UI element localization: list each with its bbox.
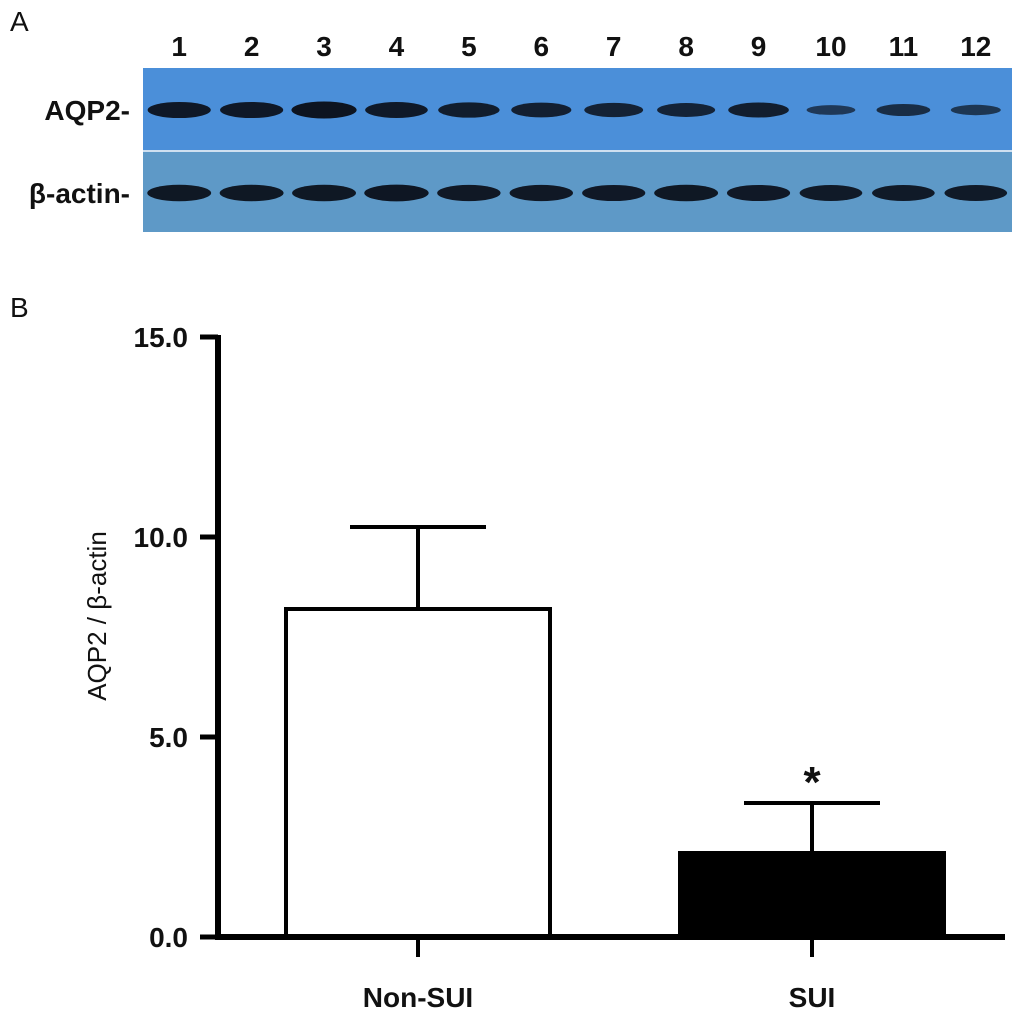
blot-band: [950, 104, 1001, 116]
bar-chart: * 0.0 5.0 10.0 15.0 Non-SUI SUI AQP2 / β-act…: [82, 322, 1005, 1013]
lane-number: 12: [960, 31, 991, 62]
blot-band: [291, 101, 357, 119]
blot-band: [872, 185, 935, 201]
blot-band: [511, 102, 572, 118]
y-tick-label: 5.0: [149, 722, 188, 753]
aqp2-membrane: [143, 68, 1012, 150]
blot-row-label: β-actin-: [29, 178, 130, 209]
blot-row-label: AQP2-: [44, 95, 130, 126]
blot-band: [582, 184, 646, 202]
actin-membrane: [143, 152, 1012, 232]
lane-number: 3: [316, 31, 332, 62]
blot-band: [220, 101, 284, 119]
lane-number: 9: [751, 31, 767, 62]
y-tick-label: 10.0: [134, 522, 189, 553]
western-blot: 1 2 3 4 5 6 7 8 9 10 11 12 AQP2-β-actin-: [29, 31, 1012, 232]
lane-number-labels: 1 2 3 4 5 6 7 8 9 10 11 12: [171, 31, 991, 62]
bar-sui: [678, 851, 946, 939]
blot-membranes: [143, 68, 1012, 232]
blot-band: [806, 105, 856, 115]
blot-band: [728, 102, 789, 118]
x-tick-label: Non-SUI: [363, 982, 473, 1013]
blot-band: [509, 184, 573, 202]
category-label-group: Non-SUI SUI: [363, 982, 836, 1013]
y-tick-group: 0.0 5.0 10.0 15.0: [134, 322, 218, 953]
chart-axes: [215, 335, 1005, 957]
lane-number: 7: [606, 31, 622, 62]
y-axis-title: AQP2 / β-actin: [82, 531, 112, 701]
blot-band: [364, 184, 429, 202]
blot-band: [654, 184, 719, 202]
blot-band: [438, 102, 500, 118]
blot-row-labels: AQP2- β-actin-: [29, 95, 130, 209]
y-tick-label: 0.0: [149, 922, 188, 953]
lane-number: 8: [678, 31, 694, 62]
blot-band: [876, 103, 931, 117]
error-bar-group: *: [350, 525, 880, 853]
blot-band: [799, 185, 863, 201]
y-tick-label: 15.0: [134, 322, 189, 353]
blot-band: [944, 185, 1008, 201]
bar-non-sui: [284, 607, 552, 939]
x-tick-label: SUI: [789, 982, 836, 1013]
lane-number: 1: [171, 31, 187, 62]
blot-band: [219, 184, 284, 202]
blot-band: [726, 184, 791, 202]
blot-band: [365, 102, 428, 118]
panel-b-label: B: [10, 292, 29, 323]
significance-marker: *: [803, 758, 821, 807]
lane-number: 6: [534, 31, 550, 62]
lane-number: 11: [889, 31, 919, 62]
lane-number: 2: [244, 31, 260, 62]
lane-number: 4: [389, 31, 405, 62]
bar-group: [284, 607, 946, 939]
lane-number: 10: [815, 31, 846, 62]
blot-band: [147, 184, 212, 202]
blot-band: [437, 184, 501, 202]
blot-band: [292, 184, 356, 202]
blot-band: [657, 103, 716, 117]
lane-number: 5: [461, 31, 477, 62]
panel-a-label: A: [10, 6, 29, 37]
blot-band: [147, 101, 211, 119]
blot-band: [584, 102, 644, 118]
